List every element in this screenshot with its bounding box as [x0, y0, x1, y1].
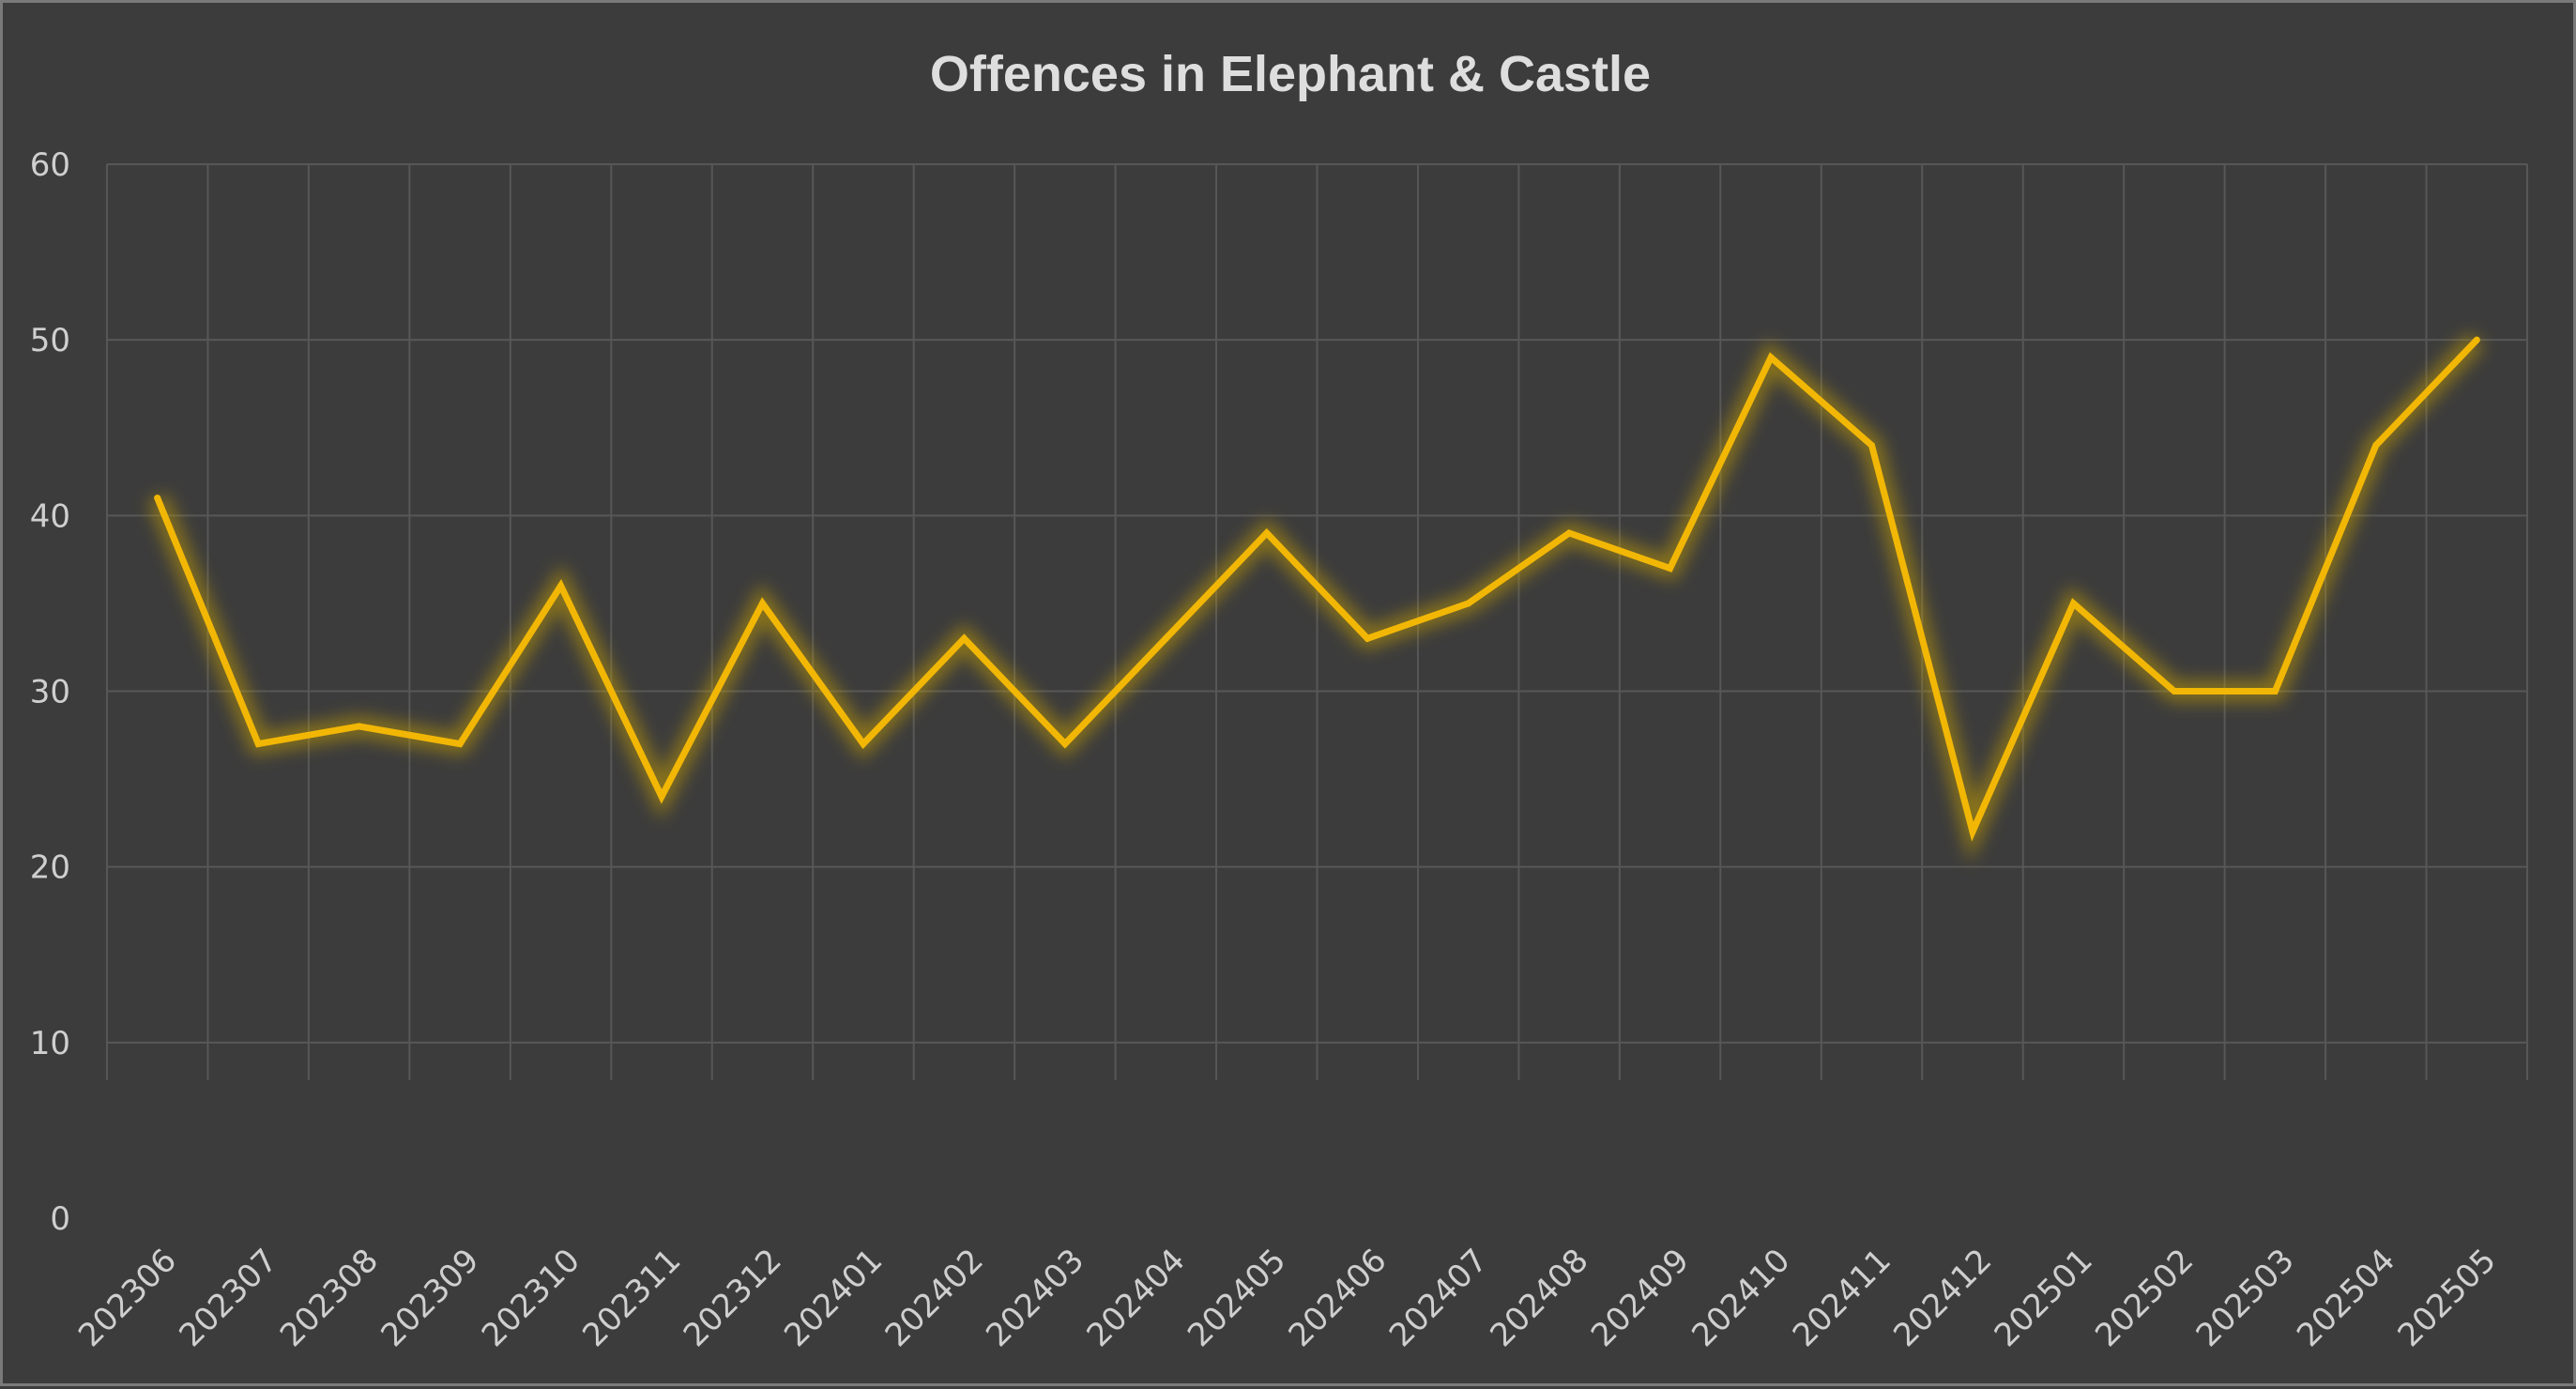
- data-point-202504: [2372, 441, 2380, 449]
- x-tick-label: 202406: [1282, 1242, 1395, 1354]
- x-tick-label: 202310: [475, 1242, 587, 1354]
- x-tick-label: 202411: [1786, 1242, 1898, 1354]
- x-tick-label: 202308: [273, 1242, 386, 1354]
- x-tick-label: 202306: [71, 1242, 184, 1354]
- y-tick-label: 30: [30, 674, 70, 711]
- data-point-202411: [1868, 441, 1876, 449]
- x-tick-label: 202410: [1684, 1242, 1797, 1354]
- chart-title: Offences in Elephant & Castle: [930, 46, 1651, 102]
- x-tick-label: 202501: [1988, 1242, 2100, 1354]
- line-chart: Offences in Elephant & Castle 0 10 20 30 40 5…: [30, 46, 2528, 1354]
- data-point-202307: [254, 740, 262, 748]
- series-line: [154, 336, 2480, 842]
- x-tick-label: 202409: [1584, 1242, 1697, 1354]
- data-point-202409: [1667, 564, 1674, 572]
- data-point-202310: [557, 582, 565, 589]
- data-point-202412: [1969, 828, 1976, 835]
- data-point-202306: [154, 495, 161, 502]
- x-tick-label: 202403: [979, 1242, 1091, 1354]
- data-point-202407: [1465, 600, 1472, 607]
- data-point-202308: [356, 723, 363, 730]
- x-tick-label: 202412: [1886, 1242, 1999, 1354]
- data-point-202311: [658, 793, 665, 801]
- x-tick-label: 202311: [575, 1242, 688, 1354]
- data-point-202404: [1162, 634, 1169, 642]
- data-point-202402: [960, 634, 968, 642]
- data-point-202401: [860, 740, 867, 748]
- y-tick-label: 50: [30, 322, 70, 359]
- y-tick-label: 60: [30, 146, 70, 184]
- data-point-202501: [2069, 600, 2077, 607]
- x-tick-label: 202402: [878, 1242, 991, 1354]
- data-point-202403: [1061, 740, 1069, 748]
- data-point-202410: [1767, 354, 1775, 361]
- data-point-202503: [2271, 688, 2279, 694]
- x-tick-label: 202309: [373, 1242, 486, 1354]
- x-tick-label: 202404: [1080, 1242, 1193, 1354]
- x-tick-label: 202505: [2391, 1242, 2504, 1354]
- x-tick-label: 202405: [1181, 1242, 1293, 1354]
- data-point-202405: [1263, 529, 1271, 537]
- series-layer: [147, 332, 2485, 863]
- y-tick-label: 20: [30, 849, 70, 887]
- y-axis-ticks: 0 10 20 30 40 50 60: [30, 146, 70, 1238]
- data-point-202406: [1364, 634, 1371, 642]
- data-point-202312: [758, 600, 766, 607]
- y-tick-label: 10: [30, 1025, 70, 1062]
- grid: [106, 163, 2528, 1080]
- data-point-202505: [2473, 336, 2480, 343]
- x-tick-label: 202307: [172, 1242, 284, 1354]
- data-point-202502: [2171, 688, 2178, 694]
- data-point-202309: [456, 740, 464, 748]
- y-tick-label: 0: [50, 1200, 70, 1238]
- x-tick-label: 202407: [1382, 1242, 1495, 1354]
- x-axis-ticks: 2023062023072023082023092023102023112023…: [71, 1242, 2504, 1354]
- x-tick-label: 202503: [2189, 1242, 2302, 1354]
- x-tick-label: 202312: [677, 1242, 789, 1354]
- x-tick-label: 202504: [2290, 1242, 2402, 1354]
- y-tick-label: 40: [30, 497, 70, 535]
- x-tick-label: 202502: [2088, 1242, 2201, 1354]
- x-tick-label: 202408: [1483, 1242, 1595, 1354]
- x-tick-label: 202401: [777, 1242, 890, 1354]
- data-point-202408: [1565, 529, 1573, 537]
